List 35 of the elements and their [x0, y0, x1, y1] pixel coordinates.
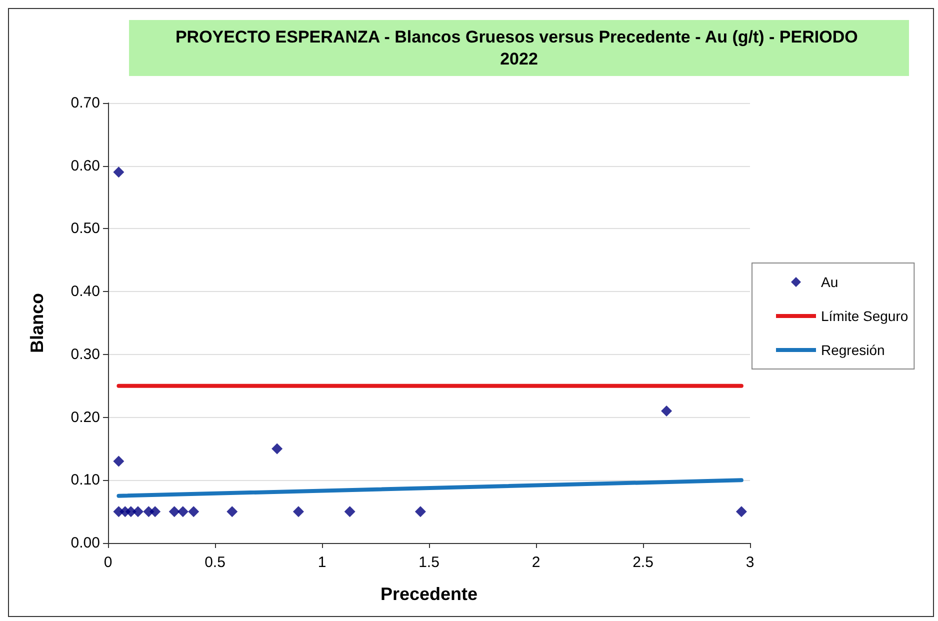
x-tick-label: 1.5 — [418, 554, 440, 571]
legend-label: Regresión — [821, 342, 885, 358]
point — [292, 506, 304, 518]
y-tick-label: 0.20 — [70, 408, 100, 426]
y-tick-label: 0.30 — [70, 346, 100, 363]
point — [661, 406, 672, 416]
x-tick-label: 2.5 — [632, 554, 654, 571]
point — [272, 443, 283, 454]
x-tick-label: 1 — [318, 554, 326, 571]
point — [177, 506, 188, 518]
chart-title: PROYECTO ESPERANZA - Blancos Gruesos versus Precedente - Au (g/t) - PERIODO 2022 — [175, 28, 863, 68]
x-axis-title: Precedente — [380, 584, 478, 604]
x-tick-label: 2 — [532, 554, 540, 571]
x-tick-label: 0 — [104, 554, 112, 571]
point — [226, 506, 238, 518]
legend-label: Au — [821, 274, 838, 290]
y-tick-label: 0.50 — [70, 220, 100, 238]
point — [168, 506, 180, 518]
point — [414, 506, 426, 518]
x-tick-label: 0.5 — [204, 554, 226, 571]
x-tick-label: 3 — [746, 554, 754, 571]
point — [188, 506, 200, 518]
y-tick-label: 0.40 — [70, 283, 100, 300]
y-tick-label: 0.00 — [70, 534, 100, 552]
point — [132, 506, 144, 518]
y-axis-title: Blanco — [27, 292, 47, 354]
point — [150, 506, 161, 518]
y-tick-label: 0.10 — [70, 472, 100, 489]
y-tick-label: 0.60 — [70, 157, 100, 174]
y-tick-label: 0.70 — [70, 94, 100, 112]
point — [736, 506, 747, 518]
point — [113, 456, 124, 467]
point — [344, 506, 356, 518]
point — [113, 166, 124, 178]
legend-label: Límite Seguro — [821, 308, 908, 324]
